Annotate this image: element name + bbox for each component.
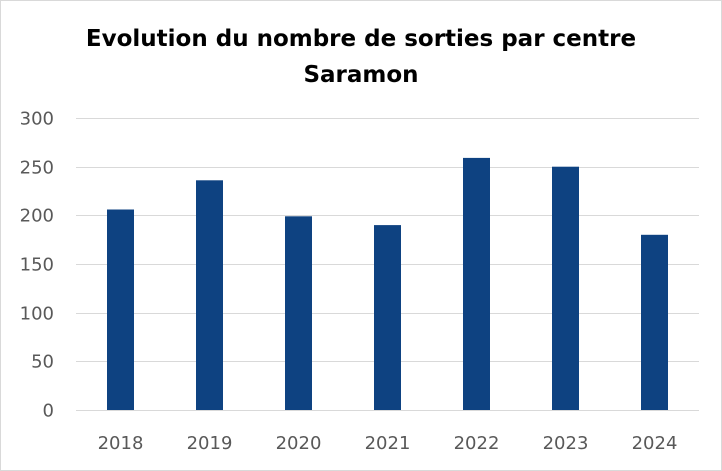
x-tick-label-2021: 2021 [365, 433, 411, 454]
y-tick-label: 200 [20, 206, 54, 227]
y-tick-label: 100 [20, 304, 54, 325]
x-tick-label-2022: 2022 [454, 433, 500, 454]
x-tick-label-2018: 2018 [98, 433, 144, 454]
bars [107, 157, 668, 410]
bar-2018 [107, 209, 134, 410]
bar-2019 [196, 180, 223, 410]
x-tick-label-2020: 2020 [276, 433, 322, 454]
y-tick-label: 300 [20, 109, 54, 130]
bar-2022 [463, 157, 490, 410]
chart-subtitle: Saramon [303, 62, 419, 88]
bar-2024 [641, 234, 668, 410]
y-tick-label: 50 [31, 352, 54, 373]
bar-2021 [374, 225, 401, 410]
y-tick-label: 0 [43, 401, 54, 422]
bar-2020 [285, 216, 312, 410]
y-axis-ticks: 0 50 100 150 200 250 300 [20, 109, 54, 422]
x-tick-label-2019: 2019 [187, 433, 233, 454]
bar-2023 [552, 166, 579, 410]
chart-title-line: Evolution du nombre de sorties par centr… [85, 26, 637, 52]
x-tick-label-2023: 2023 [543, 433, 589, 454]
x-tick-label-2024: 2024 [632, 433, 678, 454]
chart-title: Evolution du nombre de sorties par centr… [1, 21, 721, 93]
y-tick-label: 250 [20, 158, 54, 179]
x-axis-ticks: 2018 2019 2020 2021 2022 2023 2024 [98, 433, 678, 454]
y-tick-label: 150 [20, 255, 54, 276]
